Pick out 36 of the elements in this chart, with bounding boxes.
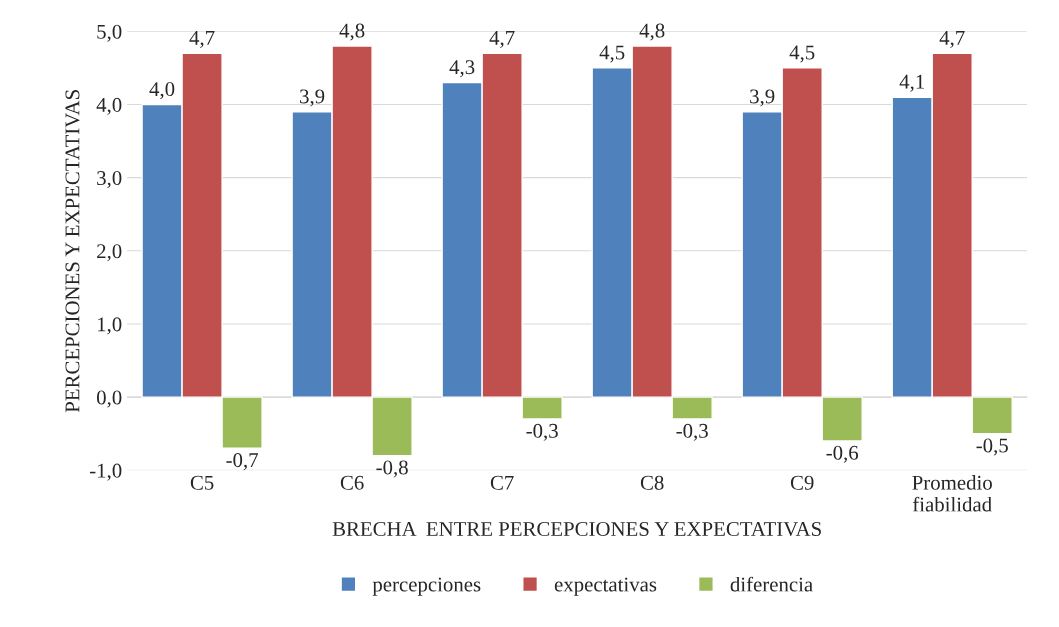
legend-label: percepciones [372, 577, 481, 596]
y-tick-label: 2,0 [97, 244, 122, 262]
y-tick-label: 3,0 [97, 171, 122, 189]
data-label: 4,5 [599, 45, 625, 63]
y-tick-label: 0,0 [96, 390, 122, 408]
y-axis-title: PERCEPCIONES Y EXPECTATIVAS [65, 90, 80, 413]
data-label: 4,7 [489, 30, 515, 48]
y-tick-label: 5,0 [97, 24, 122, 42]
x-tick-label: C9 [790, 475, 814, 490]
x-tick-label: Promedio fiabilidad [912, 475, 992, 512]
data-label: 4,7 [939, 30, 965, 48]
data-label: 3,9 [300, 89, 325, 107]
y-tick-label: 1,0 [98, 317, 122, 335]
legend-label: expectativas [554, 577, 657, 596]
y-tick-label: -1,0 [90, 463, 122, 481]
y-tick-label: 4,0 [96, 97, 122, 115]
x-tick-label: C8 [640, 475, 664, 490]
x-tick-label: C7 [490, 475, 514, 490]
data-label: -0,7 [226, 453, 258, 471]
data-label: 4,5 [789, 45, 815, 63]
data-label: 4,8 [639, 23, 665, 41]
x-tick-label: C6 [340, 475, 364, 490]
x-tick-label: C5 [190, 475, 214, 490]
data-label: 4,7 [189, 30, 215, 48]
data-label: 4,0 [149, 82, 175, 100]
x-axis-title: BRECHA ENTRE PERCEPCIONES Y EXPECTATIVAS [332, 522, 821, 537]
data-label: 4,8 [339, 23, 365, 41]
data-label: -0,8 [376, 460, 408, 478]
data-label: -0,3 [526, 423, 558, 441]
data-label: -0,5 [976, 438, 1008, 456]
data-label: 4,3 [449, 60, 475, 78]
data-label: 4,1 [899, 74, 924, 92]
data-label: -0,3 [676, 423, 708, 441]
legend-label: diferencia [730, 576, 813, 592]
data-label: -0,6 [826, 445, 859, 463]
data-label: 3,9 [750, 89, 775, 107]
